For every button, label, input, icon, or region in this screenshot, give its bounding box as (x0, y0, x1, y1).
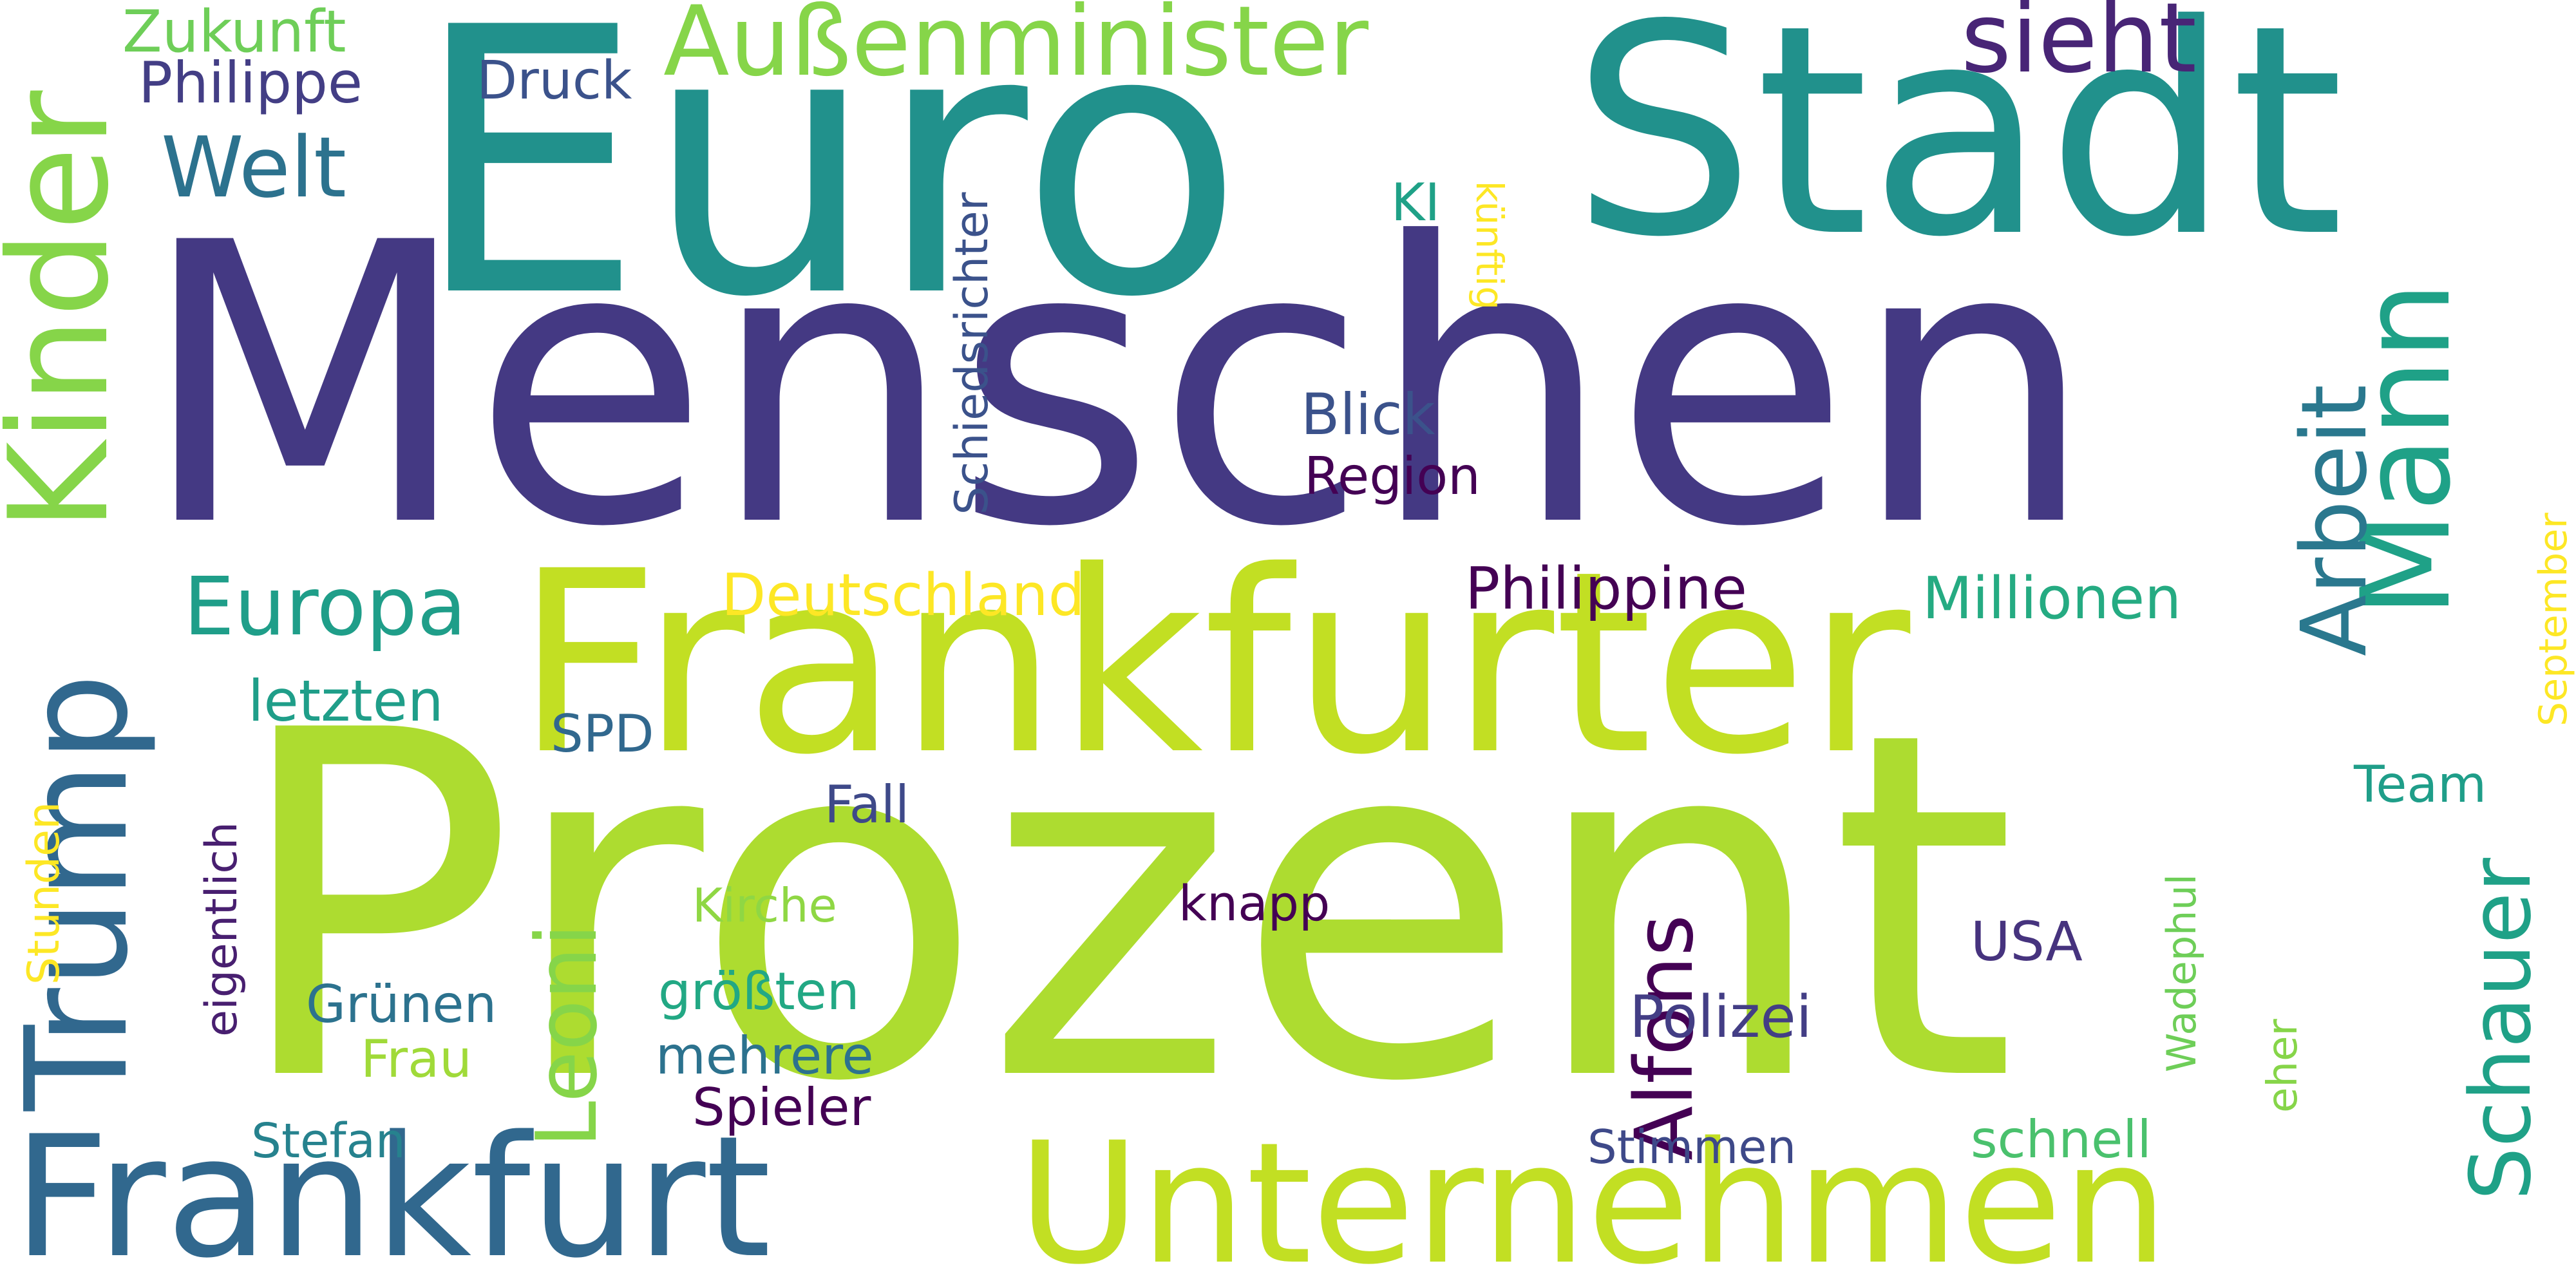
word-mehrere: mehrere (656, 1026, 874, 1086)
word-schnell: schnell (1971, 1110, 2152, 1170)
word-zukunft: Zukunft (122, 0, 346, 66)
word-polizei: Polizei (1629, 983, 1812, 1051)
word-eher: eher (2259, 1019, 2307, 1113)
word-stimmen: Stimmen (1587, 1120, 1797, 1174)
word-stefan: Stefan (251, 1113, 406, 1169)
word-sieht: sieht (1961, 0, 2197, 95)
word-ki: KI (1391, 173, 1441, 232)
word-september: September (2531, 513, 2576, 726)
word-kuenftig: künftig (1468, 180, 1511, 310)
word-groessten: größten (658, 961, 860, 1021)
word-eigentlich: eigentlich (196, 822, 247, 1037)
word-millionen: Millionen (1922, 565, 2182, 632)
word-usa: USA (1971, 910, 2083, 973)
word-frau: Frau (361, 1029, 472, 1089)
word-leoni: Leoni (518, 923, 616, 1148)
word-menschen: Menschen (138, 161, 2096, 611)
word-team: Team (2354, 756, 2487, 814)
word-blick: Blick (1301, 381, 1435, 448)
word-welt: Welt (161, 118, 346, 216)
word-europa: Europa (184, 560, 467, 654)
word-schauer: Schauer (2452, 858, 2550, 1200)
word-arbeit: Arbeit (2282, 384, 2387, 657)
word-deutschland: Deutschland (721, 562, 1085, 629)
word-spieler: Spieler (692, 1077, 871, 1137)
word-philippe: Philippe (138, 50, 363, 116)
word-stadt: Stadt (1571, 0, 2344, 301)
word-region: Region (1304, 446, 1481, 506)
word-philippine: Philippine (1465, 555, 1748, 623)
word-aussenminister: Außenminister (663, 0, 1368, 98)
word-fall: Fall (824, 775, 910, 835)
word-frankfurt: Frankfurt (13, 1101, 772, 1288)
word-unternehmen: Unternehmen (1018, 1107, 2168, 1288)
word-spd: SPD (551, 704, 654, 764)
word-prozent: Prozent (229, 630, 2017, 1186)
word-wadephul: Wadephul (2158, 874, 2205, 1073)
word-druck: Druck (477, 50, 632, 111)
word-stunden: Stunden (19, 801, 70, 985)
word-gruenen: Grünen (306, 974, 497, 1034)
word-euro: Euro (412, 0, 1244, 377)
word-schiedsrichter: Schiedsrichter (945, 192, 998, 515)
word-letzten: letzten (248, 668, 444, 734)
word-knapp: knapp (1179, 875, 1331, 932)
word-kirche: Kirche (692, 878, 837, 933)
word-frankfurter: Frankfurter (515, 517, 1911, 810)
word-kinder: Kinder (0, 90, 138, 531)
